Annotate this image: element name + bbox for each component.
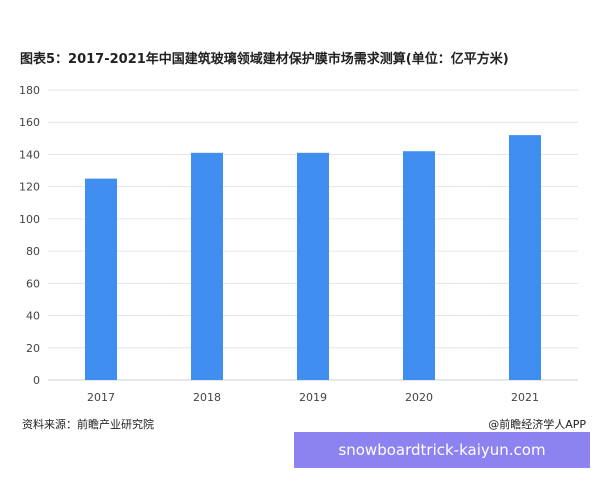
chart-title: 图表5：2017-2021年中国建筑玻璃领域建材保护膜市场需求测算(单位：亿平方… <box>20 52 509 67</box>
y-tick-label: 120 <box>19 181 40 194</box>
x-tick-label: 2020 <box>405 391 433 404</box>
credit-note: @前瞻经济学人APP <box>488 418 586 431</box>
source-note: 资料来源：前瞻产业研究院 <box>22 418 154 431</box>
y-tick-label: 180 <box>19 84 40 97</box>
x-tick-label: 2017 <box>87 391 115 404</box>
y-tick-label: 20 <box>26 342 40 355</box>
x-tick-label: 2018 <box>193 391 221 404</box>
watermark-banner: snowboardtrick-kaiyun.com <box>294 432 590 468</box>
y-tick-label: 80 <box>26 245 40 258</box>
y-tick-label: 40 <box>26 310 40 323</box>
x-tick-label: 2019 <box>299 391 327 404</box>
banner-text: snowboardtrick-kaiyun.com <box>338 441 546 459</box>
bar <box>509 135 541 380</box>
y-tick-label: 100 <box>19 213 40 226</box>
y-tick-label: 60 <box>26 277 40 290</box>
y-tick-label: 140 <box>19 148 40 161</box>
bar <box>297 152 329 380</box>
bar <box>403 151 435 380</box>
y-tick-label: 0 <box>33 374 40 387</box>
y-tick-label: 160 <box>19 116 40 129</box>
bar <box>191 152 223 380</box>
bar <box>85 178 117 380</box>
x-tick-label: 2021 <box>511 391 539 404</box>
